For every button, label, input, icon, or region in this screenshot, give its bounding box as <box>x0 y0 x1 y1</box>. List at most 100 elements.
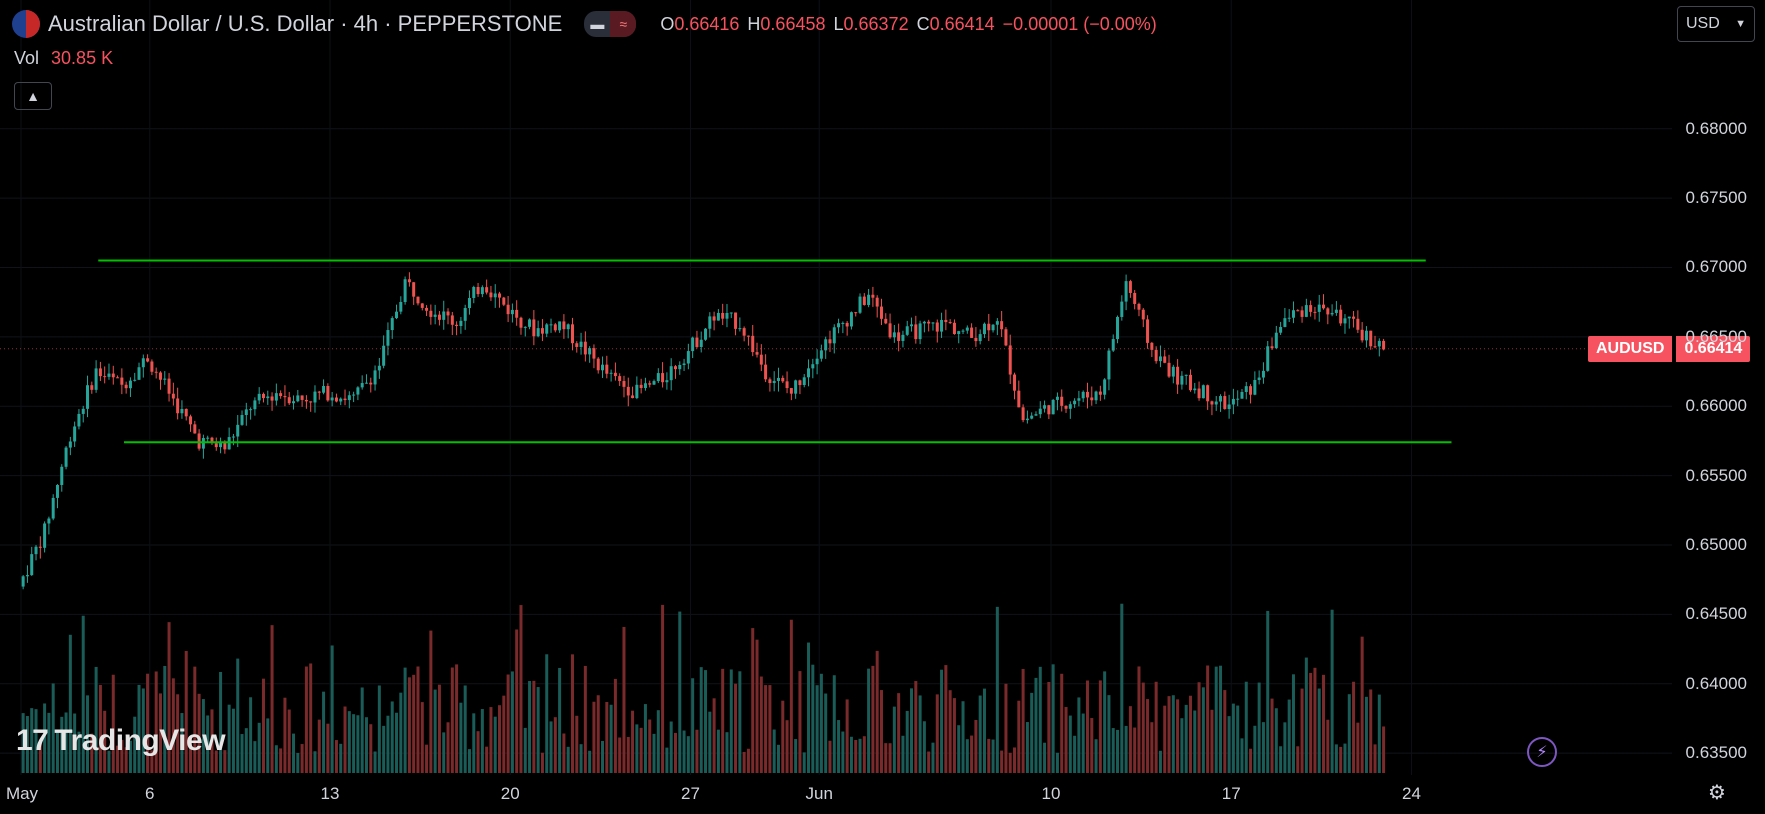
candle-body <box>776 377 780 381</box>
candle-body <box>948 322 952 324</box>
volume-bar <box>1330 609 1334 773</box>
candle-body <box>918 323 922 340</box>
candle-body <box>1326 308 1330 315</box>
y-tick-label: 0.66500 <box>1685 326 1747 346</box>
volume-bar <box>313 751 317 773</box>
volume-bar <box>626 737 630 773</box>
candle-body <box>729 312 733 314</box>
candle-body <box>339 398 343 402</box>
candle-body <box>1133 292 1137 304</box>
volume-bar <box>592 701 596 773</box>
volume-bars <box>21 603 1386 773</box>
candle-body <box>781 377 785 382</box>
candle-body <box>1107 350 1111 380</box>
volume-bar <box>450 667 454 773</box>
volume-bar <box>588 750 592 773</box>
candle-body <box>1077 398 1081 401</box>
volume-bar <box>1279 746 1283 773</box>
candle-body <box>1223 396 1227 409</box>
wave-icon[interactable]: ≈ <box>610 11 637 37</box>
volume-bar <box>828 740 832 773</box>
candle-body <box>429 310 433 317</box>
volume-bar <box>1008 752 1012 773</box>
volume-bar <box>231 708 235 773</box>
volume-bar <box>699 667 703 773</box>
volume-bar <box>1060 673 1064 773</box>
candle-body <box>772 380 776 384</box>
candle-body <box>197 433 201 449</box>
minus-icon[interactable]: ▬ <box>590 16 605 32</box>
candle-body <box>240 415 244 425</box>
volume-bar <box>81 615 85 773</box>
candle-body <box>450 315 454 325</box>
candle-body <box>656 373 660 382</box>
symbol-title[interactable]: Australian Dollar / U.S. Dollar · 4h · P… <box>48 11 563 36</box>
volume-bar <box>107 750 111 773</box>
ohlc-label: O <box>660 13 675 34</box>
y-tick-label: 0.65500 <box>1685 465 1747 485</box>
candle-body <box>279 393 283 397</box>
volume-bar <box>940 669 944 773</box>
candle-body <box>1322 304 1326 309</box>
settings-icon[interactable]: ⚙ <box>1708 782 1726 804</box>
candle-body <box>879 306 883 319</box>
candle-body <box>1261 370 1265 378</box>
volume-bar <box>90 733 94 773</box>
candle-body <box>403 279 407 303</box>
candle-body <box>98 368 102 377</box>
volume-bar <box>1382 726 1386 773</box>
candle-body <box>1085 391 1089 398</box>
volume-bar <box>1085 680 1089 773</box>
candle-body <box>738 328 742 330</box>
candle-body <box>1219 396 1223 402</box>
candle-body <box>1055 396 1059 400</box>
volume-bar <box>570 654 574 773</box>
candle-body <box>669 366 673 381</box>
volume-bar <box>68 634 72 773</box>
volume-bar <box>1021 669 1025 773</box>
collapse-legend-button[interactable]: ▲ <box>14 82 52 110</box>
candle-body <box>562 321 566 330</box>
candle-body <box>38 546 42 548</box>
tradingview-logo[interactable]: 17 TradingView <box>16 724 226 758</box>
volume-bar <box>412 674 416 773</box>
candle-body <box>133 379 137 381</box>
candle-body <box>382 345 386 366</box>
volume-bar <box>562 733 566 773</box>
x-tick-label: 6 <box>145 784 155 803</box>
volume-bar <box>1197 682 1201 773</box>
candle-body <box>862 296 866 305</box>
currency-select[interactable]: USD ▼ <box>1677 6 1755 42</box>
volume-bar <box>738 671 742 773</box>
volume-bar <box>498 705 502 773</box>
candle-body <box>1369 330 1373 347</box>
volume-bar <box>189 737 193 773</box>
x-tick-label: Jun <box>805 784 833 803</box>
volume-bar <box>1326 719 1330 773</box>
volume-bar <box>871 665 875 773</box>
volume-bar <box>1214 666 1218 773</box>
volume-bar <box>841 731 845 773</box>
volume-bar <box>510 671 514 773</box>
volume-bar <box>124 747 128 773</box>
candle-body <box>1240 391 1244 399</box>
volume-bar <box>811 664 815 773</box>
candle-body <box>1304 305 1308 317</box>
candle-body <box>313 391 317 403</box>
candle-body <box>412 282 416 297</box>
volume-bar <box>970 735 974 773</box>
volume-bar <box>519 605 523 773</box>
y-tick-label: 0.68000 <box>1685 118 1747 138</box>
lightning-icon[interactable]: ⚡ <box>1527 737 1557 767</box>
volume-bar <box>879 690 883 773</box>
candle-body <box>798 380 802 386</box>
candle-body <box>506 304 510 315</box>
volume-bar <box>875 650 879 773</box>
candle-body <box>377 365 381 371</box>
candle-body <box>1017 390 1021 408</box>
price-tag-symbol: AUDUSD <box>1588 335 1673 362</box>
indicator-pill[interactable]: ▬ ≈ <box>584 11 637 37</box>
volume-bar <box>283 697 287 773</box>
volume-bar <box>734 683 738 773</box>
